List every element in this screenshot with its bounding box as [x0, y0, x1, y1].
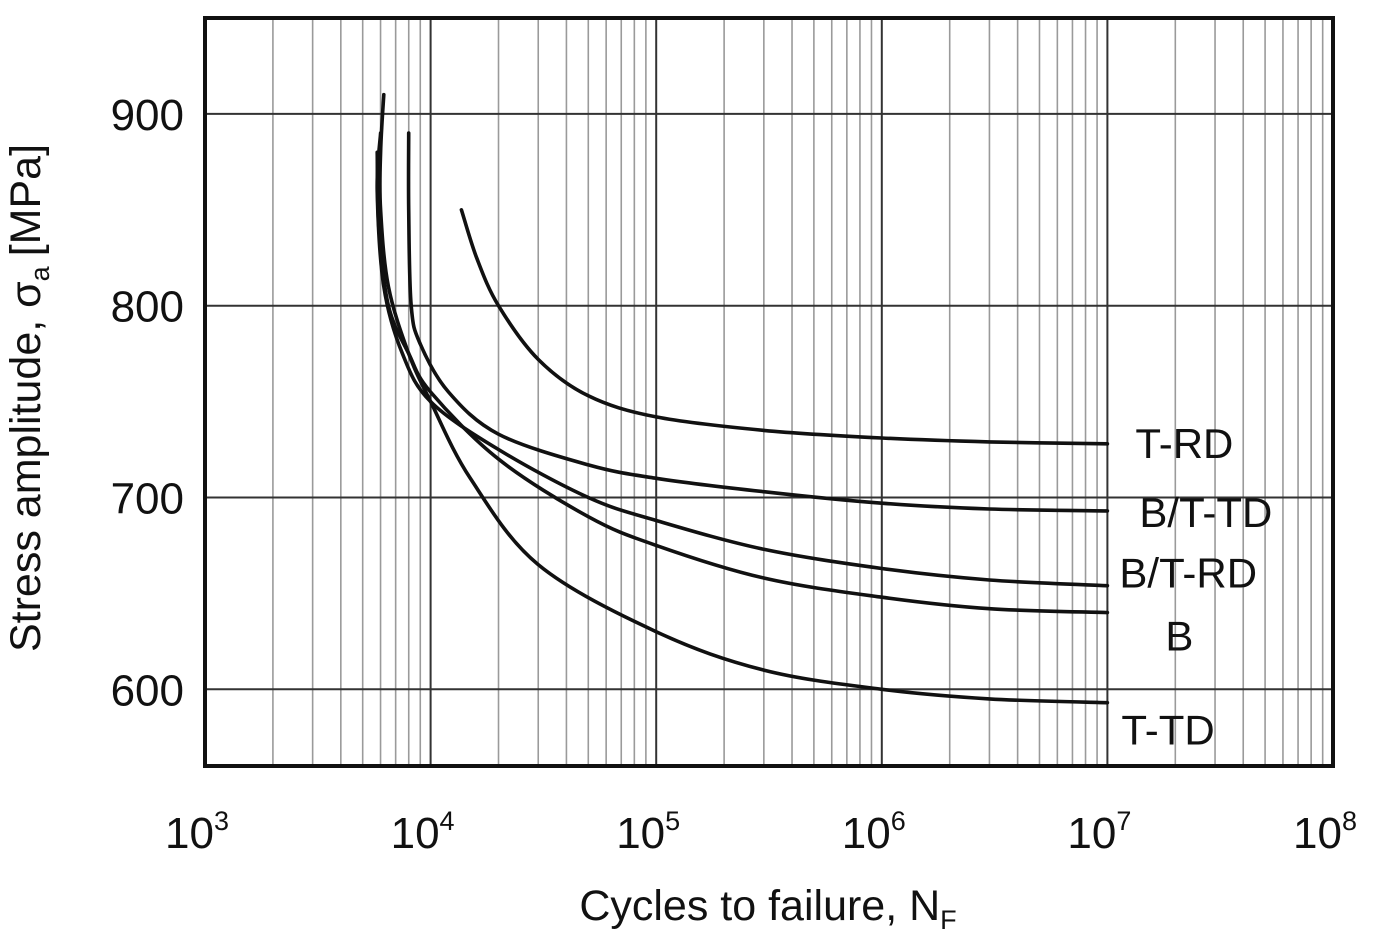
y-tick-label: 700: [111, 474, 184, 523]
curve-label: B/T-RD: [1119, 550, 1257, 597]
y-axis-title: Stress amplitude, σa[MPa]: [2, 144, 55, 652]
series-line-t-rd: [459, 208, 1110, 446]
x-tick-label: 104: [391, 806, 455, 858]
x-tick-label: 103: [165, 806, 229, 858]
curve-label: B/T-TD: [1139, 489, 1272, 536]
series-line-t-td: [378, 92, 1110, 705]
curve-label: B: [1165, 613, 1193, 660]
series-line-b: [375, 150, 1110, 615]
curve-labels: T-RD B/T-TD B/T-RD B T-TD: [1119, 420, 1272, 754]
x-tick-label: 106: [842, 806, 906, 858]
y-tick-label: 600: [111, 666, 184, 715]
x-tick-label: 108: [1293, 806, 1357, 858]
curve-label: T-TD: [1121, 707, 1214, 754]
series-line-b-t-td: [406, 131, 1110, 513]
y-tick-label: 800: [111, 283, 184, 332]
x-tick-label: 107: [1067, 806, 1131, 858]
y-tick-labels: 600 700 800 900: [111, 91, 184, 715]
curve-label: T-RD: [1135, 420, 1233, 467]
series-group: [375, 92, 1110, 705]
plot-area-frame: [203, 16, 1335, 768]
x-tick-labels: 103 104 105 106 107 108: [165, 806, 1357, 858]
y-tick-label: 900: [111, 91, 184, 140]
x-tick-label: 105: [616, 806, 680, 858]
grid: [204, 18, 1334, 766]
x-axis-title: Cycles to failure, NF: [579, 882, 956, 935]
series-line-b-t-rd: [375, 131, 1110, 588]
